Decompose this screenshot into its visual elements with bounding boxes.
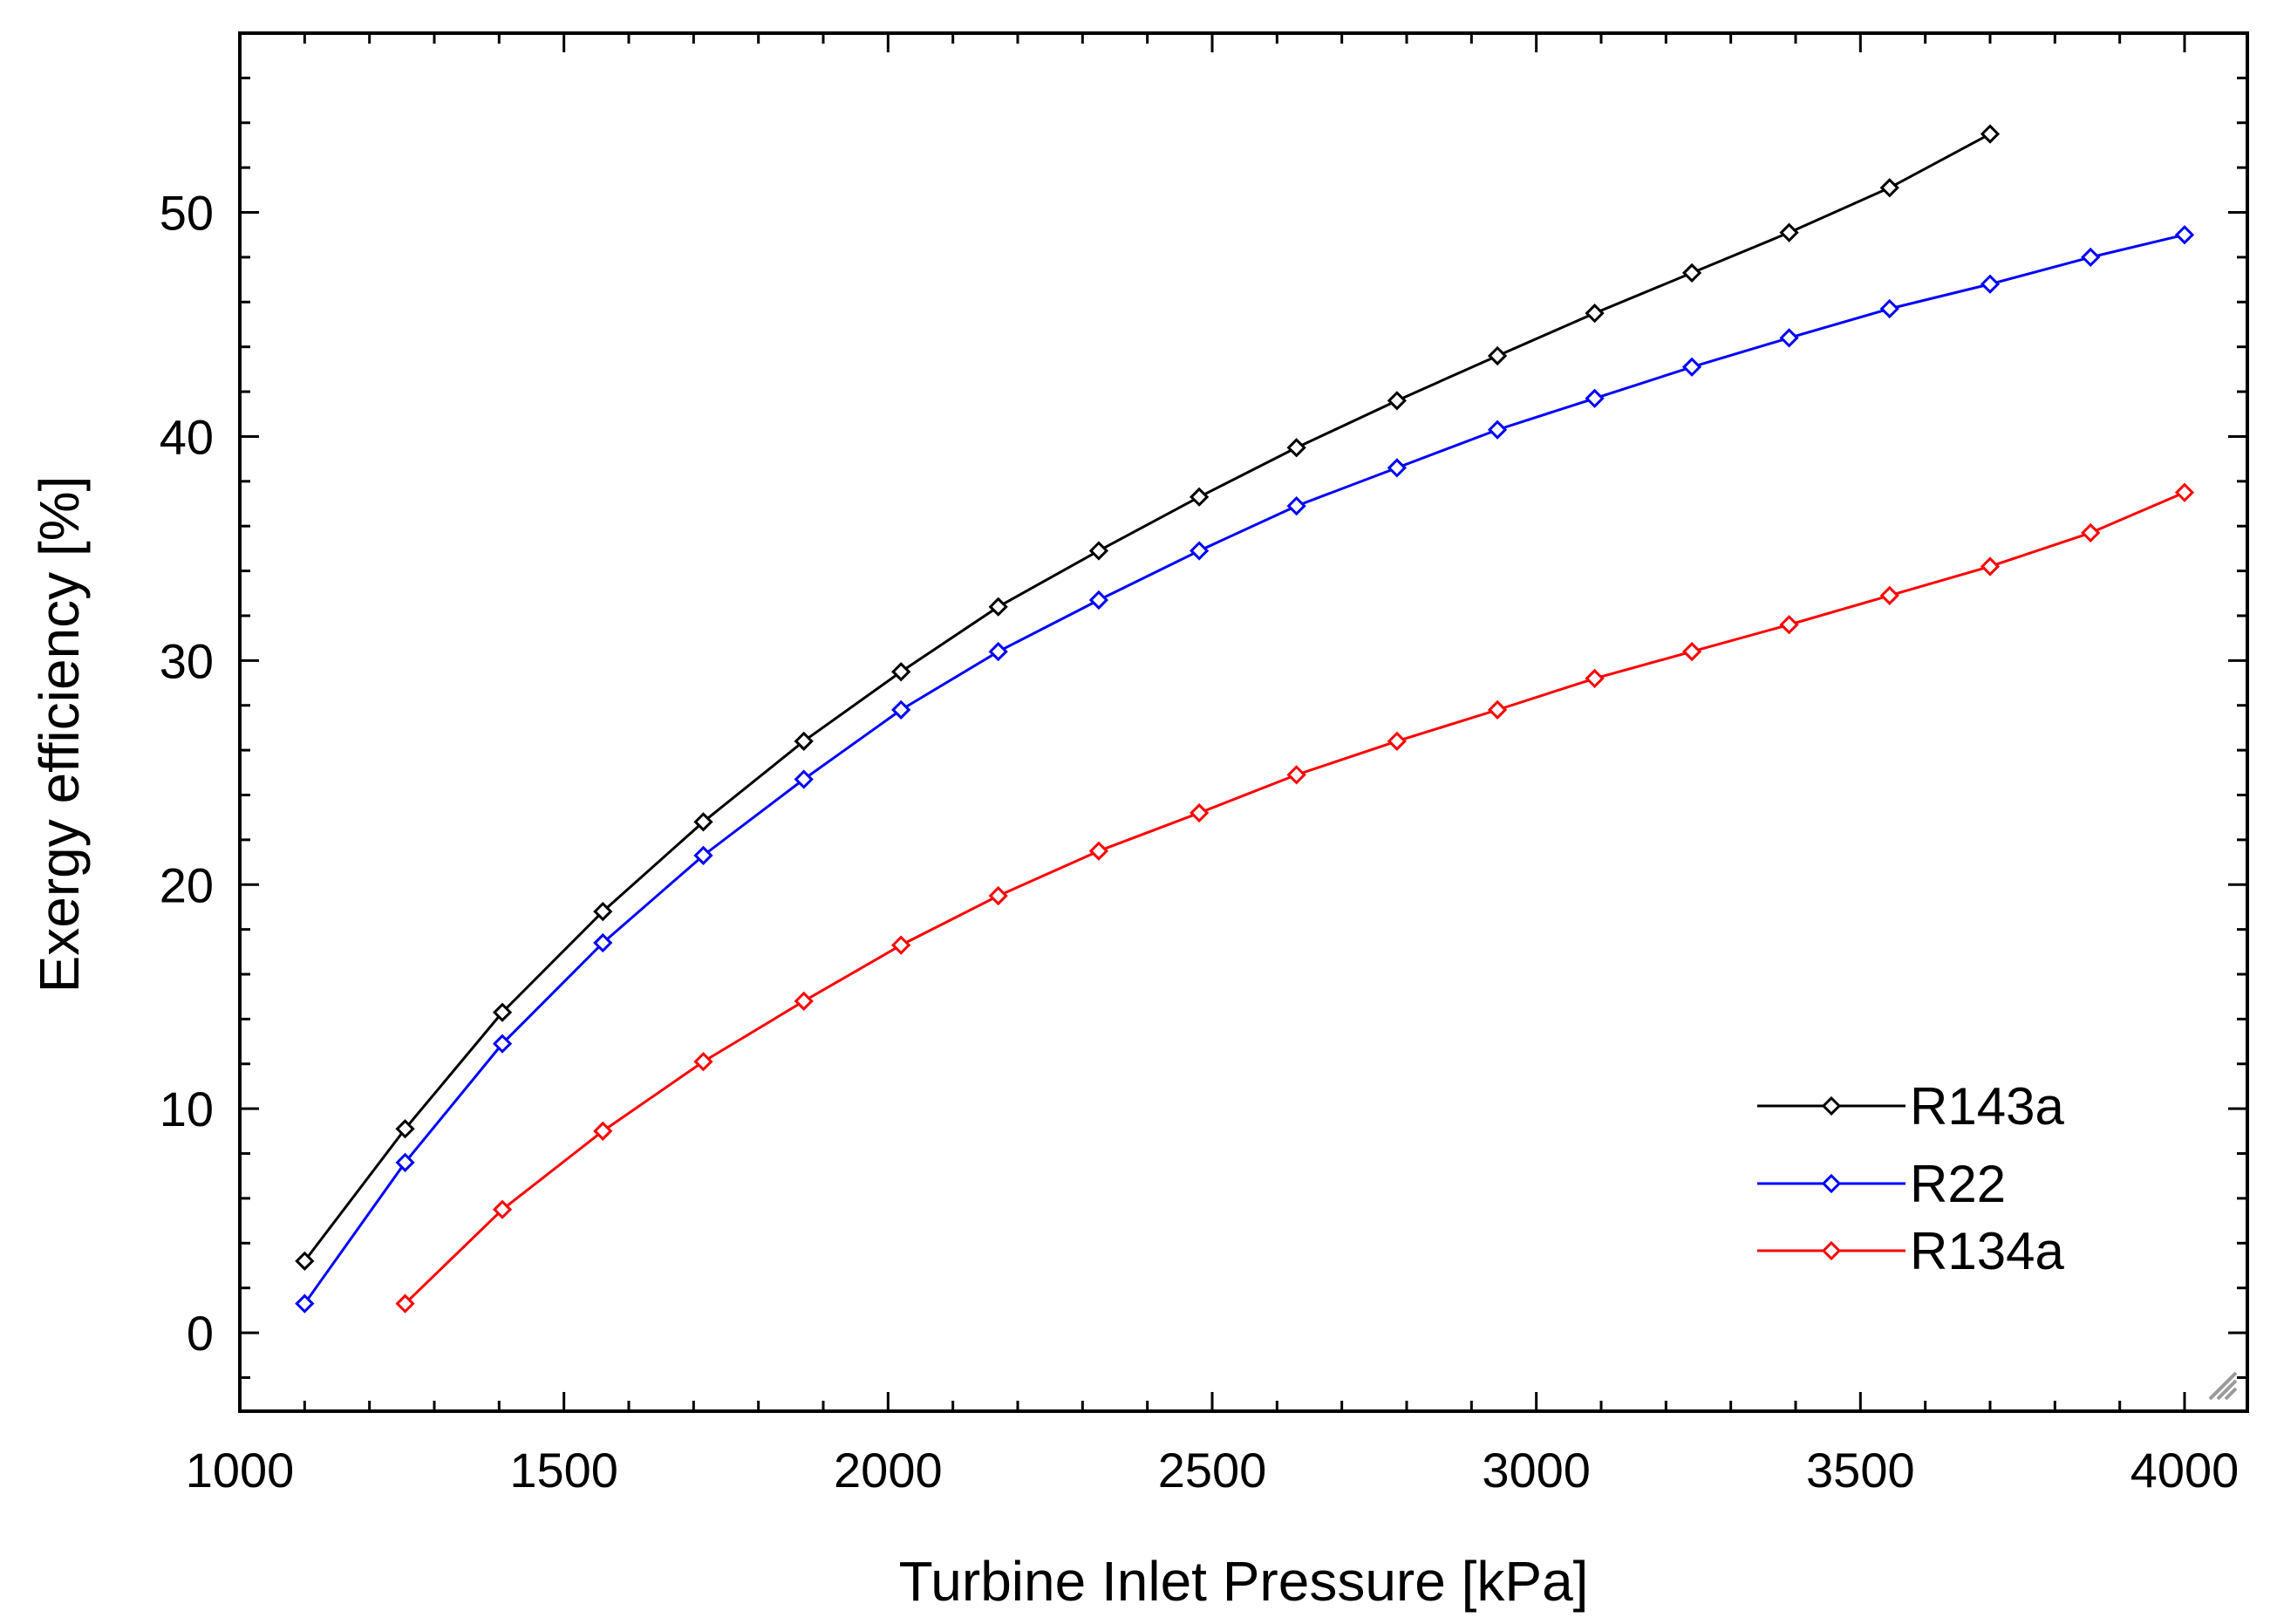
- data-point-r22: [1681, 357, 1702, 377]
- data-point-r22: [1980, 274, 2001, 294]
- data-point-r134a: [1387, 731, 1407, 751]
- data-point-r143a: [693, 812, 713, 832]
- series-r143a: [295, 124, 2001, 1271]
- data-point-r134a: [1585, 668, 1605, 689]
- data-point-r22: [1879, 298, 1899, 319]
- data-point-r143a: [395, 1119, 415, 1139]
- data-point-r143a: [1190, 487, 1210, 507]
- legend-item-r22: R22: [1757, 1155, 2006, 1213]
- x-tick-label: 1500: [509, 1443, 618, 1498]
- data-point-r143a: [794, 731, 814, 751]
- data-point-r134a: [1190, 802, 1210, 823]
- data-point-r22: [891, 699, 911, 720]
- data-point-r22: [794, 769, 814, 789]
- data-point-r143a: [891, 662, 911, 682]
- plot-frame: [238, 31, 2249, 1413]
- series-r22: [295, 225, 2195, 1314]
- data-point-r22: [1487, 420, 1508, 440]
- data-point-r143a: [1980, 124, 2001, 144]
- legend: R143a R22 R134a: [1757, 1077, 2064, 1280]
- data-point-r143a: [1879, 178, 1899, 198]
- legend-item-r134a: R134a: [1757, 1222, 2064, 1280]
- x-tick-label: 3500: [1806, 1443, 1915, 1498]
- data-point-r22: [295, 1293, 315, 1314]
- legend-swatch-marker: [1821, 1173, 1842, 1194]
- data-point-r134a: [891, 935, 911, 955]
- series-r134a: [395, 482, 2195, 1314]
- data-point-r143a: [988, 597, 1008, 617]
- y-axis-ticks: [240, 76, 2247, 1379]
- data-point-r143a: [492, 1002, 513, 1022]
- data-point-r22: [693, 845, 713, 865]
- y-tick-label: 10: [160, 1082, 214, 1136]
- data-point-r134a: [395, 1293, 415, 1314]
- data-point-r22: [1286, 495, 1306, 516]
- legend-item-r143a: R143a: [1757, 1077, 2064, 1136]
- data-point-r143a: [1088, 541, 1109, 561]
- x-tick-label: 2000: [834, 1443, 943, 1498]
- data-point-r134a: [1779, 615, 1799, 635]
- data-point-r134a: [1681, 641, 1702, 662]
- series-layer: [295, 124, 2195, 1314]
- x-axis-tick-labels: 1000 1500 2000 2500 3000 3500 4000: [186, 1443, 2240, 1498]
- data-point-r22: [492, 1034, 513, 1054]
- x-tick-label: 4000: [2130, 1443, 2240, 1498]
- data-point-r134a: [1980, 556, 2001, 577]
- legend-swatch-marker: [1821, 1095, 1842, 1116]
- legend-swatch-marker: [1821, 1240, 1842, 1261]
- data-point-r134a: [1879, 585, 1899, 605]
- series-line-r143a: [303, 133, 1991, 1262]
- data-point-r22: [395, 1152, 415, 1172]
- x-tick-label: 3000: [1482, 1443, 1591, 1498]
- data-point-r22: [2081, 247, 2101, 268]
- data-point-r22: [1387, 458, 1407, 478]
- data-point-r143a: [1681, 263, 1702, 283]
- legend-label: R134a: [1910, 1222, 2064, 1280]
- data-point-r134a: [1487, 699, 1508, 720]
- data-point-r134a: [593, 1121, 613, 1141]
- y-axis-title: Exergy efficiency [%]: [28, 476, 91, 993]
- data-point-r143a: [1487, 345, 1508, 366]
- data-point-r143a: [1779, 222, 1799, 242]
- y-tick-label: 40: [160, 409, 214, 464]
- data-point-r134a: [693, 1052, 713, 1072]
- x-tick-label: 1000: [186, 1443, 295, 1498]
- data-point-r143a: [1286, 438, 1306, 458]
- data-point-r143a: [1585, 304, 1605, 324]
- data-point-r134a: [1088, 841, 1109, 861]
- y-tick-label: 20: [160, 857, 214, 912]
- resize-grip-icon: [2208, 1371, 2238, 1401]
- data-point-r22: [1585, 388, 1605, 408]
- data-point-r143a: [593, 901, 613, 922]
- data-point-r134a: [2174, 482, 2195, 502]
- y-axis-tick-labels: 0 10 20 30 40 50: [160, 186, 214, 1361]
- data-point-r134a: [794, 991, 814, 1011]
- series-line-r22: [303, 233, 2185, 1305]
- y-tick-label: 50: [160, 186, 214, 241]
- data-point-r22: [988, 641, 1008, 662]
- data-point-r134a: [988, 885, 1008, 906]
- data-point-r22: [1190, 541, 1210, 561]
- data-point-r22: [593, 932, 613, 953]
- legend-label: R143a: [1910, 1077, 2064, 1136]
- data-point-r22: [1779, 328, 1799, 348]
- y-tick-label: 30: [160, 633, 214, 688]
- data-point-r134a: [2081, 522, 2101, 543]
- x-tick-label: 2500: [1158, 1443, 1267, 1498]
- data-point-r134a: [492, 1199, 513, 1219]
- data-point-r143a: [295, 1251, 315, 1271]
- data-point-r134a: [1286, 765, 1306, 785]
- data-point-r22: [1088, 590, 1109, 611]
- x-axis-ticks: [238, 33, 2186, 1411]
- x-axis-title: Turbine Inlet Pressure [kPa]: [899, 1550, 1589, 1613]
- data-point-r143a: [1387, 391, 1407, 411]
- legend-label: R22: [1910, 1155, 2006, 1213]
- data-point-r22: [2174, 225, 2195, 245]
- y-tick-label: 0: [187, 1306, 214, 1361]
